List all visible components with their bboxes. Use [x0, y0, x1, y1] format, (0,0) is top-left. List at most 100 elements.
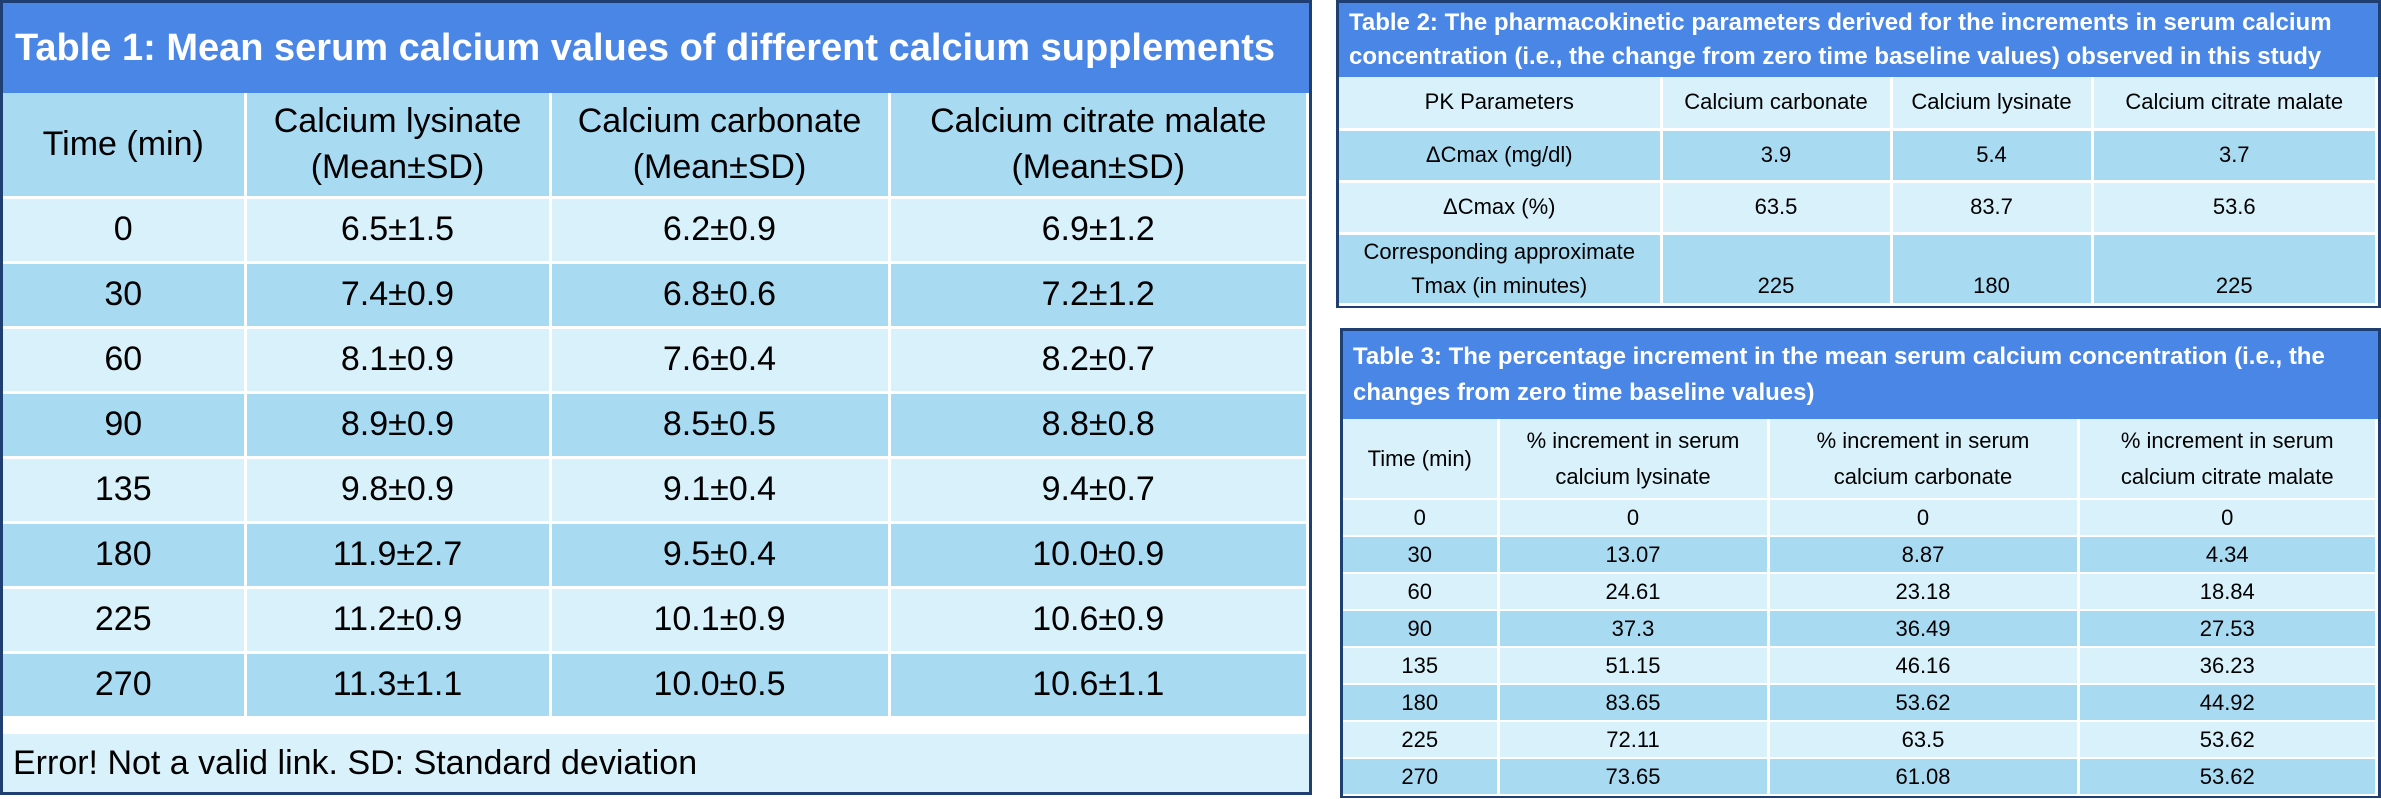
table3-header-time: Time (min): [1343, 419, 1500, 500]
table-cell: 37.3: [1498, 610, 1770, 648]
table-cell: 90: [1343, 610, 1500, 648]
table-cell: ΔCmax (mg/dl): [1339, 129, 1663, 183]
table-cell: 9.1±0.4: [550, 457, 891, 524]
table-cell: 53.62: [2078, 758, 2378, 796]
table-row: 180 11.9±2.7 9.5±0.4 10.0±0.9: [3, 522, 1309, 589]
table-cell: 180: [1891, 233, 2094, 306]
table-cell: 3.9: [1661, 129, 1893, 183]
table3-header-lysinate: % increment in serum calcium lysinate: [1498, 419, 1770, 500]
table-cell: 18.84: [2078, 573, 2378, 611]
table-cell: 11.9±2.7: [245, 522, 552, 589]
table-cell: 3.7: [2092, 129, 2378, 183]
table1-header-carbonate: Calcium carbonate (Mean±SD): [550, 93, 891, 199]
table2-header-lysinate: Calcium lysinate: [1891, 77, 2094, 131]
table-cell: 7.6±0.4: [550, 327, 891, 394]
table-cell: 270: [1343, 758, 1500, 796]
table-cell: 53.62: [1768, 684, 2080, 722]
table-row: 135 51.15 46.16 36.23: [1343, 647, 2378, 685]
table-row: ΔCmax (mg/dl) 3.9 5.4 3.7: [1339, 129, 2378, 183]
table-cell: 7.2±1.2: [889, 262, 1309, 329]
table-cell: 180: [3, 522, 247, 589]
table-cell: 6.2±0.9: [550, 197, 891, 264]
table2-header-carbonate: Calcium carbonate: [1661, 77, 1893, 131]
table1-header-time: Time (min): [3, 93, 247, 199]
table-cell: 0: [1498, 499, 1770, 537]
table-cell: 90: [3, 392, 247, 459]
table-cell: 30: [1343, 536, 1500, 574]
table-row: 270 11.3±1.1 10.0±0.5 10.6±1.1: [3, 652, 1309, 719]
table-cell: 72.11: [1498, 721, 1770, 759]
table2-panel: Table 2: The pharmacokinetic parameters …: [1336, 0, 2381, 308]
table-row: 60 24.61 23.18 18.84: [1343, 573, 2378, 611]
table-row: 90 8.9±0.9 8.5±0.5 8.8±0.8: [3, 392, 1309, 459]
table-row: 180 83.65 53.62 44.92: [1343, 684, 2378, 722]
table-row: 270 73.65 61.08 53.62: [1343, 758, 2378, 796]
table-cell: 0: [1768, 499, 2080, 537]
table-cell: 8.8±0.8: [889, 392, 1309, 459]
table-row: 0 0 0 0: [1343, 499, 2378, 537]
table2: PK Parameters Calcium carbonate Calcium …: [1339, 77, 2378, 306]
table-cell: 13.07: [1498, 536, 1770, 574]
table-cell: 6.8±0.6: [550, 262, 891, 329]
table-cell: 5.4: [1891, 129, 2094, 183]
table-cell: 8.87: [1768, 536, 2080, 574]
table-cell: 63.5: [1661, 181, 1893, 235]
table-cell: 10.6±0.9: [889, 587, 1309, 654]
table2-header-pk: PK Parameters: [1339, 77, 1663, 131]
table-cell: 10.1±0.9: [550, 587, 891, 654]
table-cell: 73.65: [1498, 758, 1770, 796]
table2-header-row: PK Parameters Calcium carbonate Calcium …: [1339, 77, 2378, 131]
table-cell: 9.5±0.4: [550, 522, 891, 589]
table-cell: 6.9±1.2: [889, 197, 1309, 264]
table-cell: 225: [1343, 721, 1500, 759]
table-cell: 0: [2078, 499, 2378, 537]
table1-caption: Table 1: Mean serum calcium values of di…: [3, 3, 1309, 93]
table-row: 60 8.1±0.9 7.6±0.4 8.2±0.7: [3, 327, 1309, 394]
table-cell: 27.53: [2078, 610, 2378, 648]
table2-caption: Table 2: The pharmacokinetic parameters …: [1339, 3, 2378, 77]
table2-header-citrate-malate: Calcium citrate malate: [2092, 77, 2378, 131]
table-cell: ΔCmax (%): [1339, 181, 1663, 235]
table-cell: 8.9±0.9: [245, 392, 552, 459]
table1-panel: Table 1: Mean serum calcium values of di…: [0, 0, 1312, 795]
table-cell: 10.0±0.9: [889, 522, 1309, 589]
table-cell: 225: [2092, 233, 2378, 306]
table-cell: 24.61: [1498, 573, 1770, 611]
table-cell: 180: [1343, 684, 1500, 722]
table-row: 225 72.11 63.5 53.62: [1343, 721, 2378, 759]
table3-panel: Table 3: The percentage increment in the…: [1340, 328, 2381, 798]
table-row: Corresponding approximate Tmax (in minut…: [1339, 233, 2378, 306]
table-cell: 63.5: [1768, 721, 2080, 759]
table-row: 135 9.8±0.9 9.1±0.4 9.4±0.7: [3, 457, 1309, 524]
table-cell: 60: [1343, 573, 1500, 611]
table-cell: 11.2±0.9: [245, 587, 552, 654]
table-cell: 83.65: [1498, 684, 1770, 722]
table-cell: 61.08: [1768, 758, 2080, 796]
table-row: 90 37.3 36.49 27.53: [1343, 610, 2378, 648]
table-cell: 11.3±1.1: [245, 652, 552, 719]
table-cell: 225: [3, 587, 247, 654]
table-cell: 135: [3, 457, 247, 524]
table-cell: 46.16: [1768, 647, 2080, 685]
table-cell: 10.0±0.5: [550, 652, 891, 719]
table3: Time (min) % increment in serum calcium l…: [1343, 419, 2378, 796]
table1-header-row: Time (min) Calcium lysinate (Mean±SD) Cal…: [3, 93, 1309, 199]
table-cell: 225: [1661, 233, 1893, 306]
table-cell: 8.5±0.5: [550, 392, 891, 459]
table1-header-citrate-malate: Calcium citrate malate (Mean±SD): [889, 93, 1309, 199]
table1: Time (min) Calcium lysinate (Mean±SD) Cal…: [3, 93, 1309, 719]
table-cell: 83.7: [1891, 181, 2094, 235]
table-cell: Corresponding approximate Tmax (in minut…: [1339, 233, 1663, 306]
table-row: 30 7.4±0.9 6.8±0.6 7.2±1.2: [3, 262, 1309, 329]
table1-footnote: Error! Not a valid link. SD: Standard de…: [3, 734, 1309, 792]
table-cell: 36.49: [1768, 610, 2080, 648]
table-cell: 53.6: [2092, 181, 2378, 235]
table-cell: 8.1±0.9: [245, 327, 552, 394]
table3-caption: Table 3: The percentage increment in the…: [1343, 331, 2378, 419]
table-cell: 135: [1343, 647, 1500, 685]
table-row: 30 13.07 8.87 4.34: [1343, 536, 2378, 574]
table-cell: 4.34: [2078, 536, 2378, 574]
table-cell: 6.5±1.5: [245, 197, 552, 264]
table-row: 225 11.2±0.9 10.1±0.9 10.6±0.9: [3, 587, 1309, 654]
table-cell: 9.8±0.9: [245, 457, 552, 524]
